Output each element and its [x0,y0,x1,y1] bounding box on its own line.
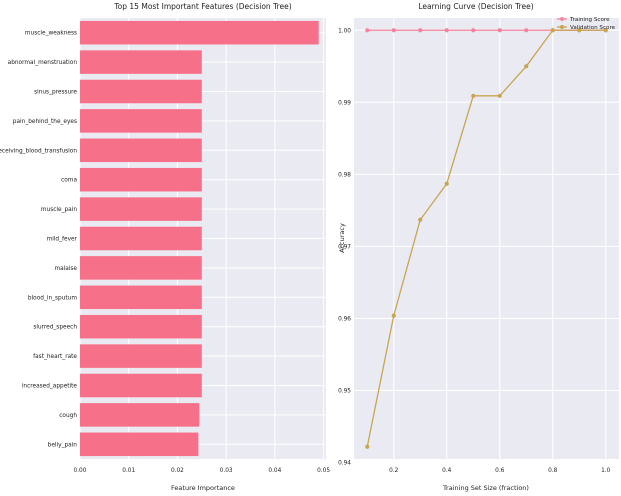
data-point [497,28,502,33]
category-label: blood_in_sputum [28,295,77,301]
category-label: sinus_pressure [34,90,77,96]
category-label: pain_behind_the_eyes [13,119,77,125]
bar [80,432,199,457]
x-tick-label: 0.01 [122,468,135,474]
category-label: muscle_weakness [25,31,77,37]
series-line [366,29,606,447]
left-chart-title: Top 15 Most Important Features (Decision… [113,2,291,11]
x-tick-label: 0.02 [171,468,184,474]
y-tick-label: 1.00 [338,28,351,34]
data-point [471,28,476,33]
right-chart-title: Learning Curve (Decision Tree) [418,2,533,11]
x-tick-label: 1.0 [601,468,611,474]
right-plot-area [354,18,619,459]
data-point [418,28,423,33]
category-label: belly_pain [48,442,78,448]
bar [80,79,202,104]
x-tick-label: 0.4 [442,468,452,474]
data-point [444,28,449,33]
bar [80,50,202,74]
data-point [550,28,555,33]
left-x-axis-label: Feature Importance [171,484,235,492]
legend-swatch-marker [560,17,564,21]
x-tick-label: 0.2 [389,468,399,474]
data-point [524,28,529,33]
right-x-axis-label: Training Set Size (fraction) [442,484,529,492]
right-series-points [365,28,608,449]
bar [80,197,202,221]
bar [80,226,202,251]
x-tick-label: 0.04 [268,468,281,474]
data-point [391,313,396,318]
x-tick-label: 0.05 [317,468,330,474]
legend-swatch-marker [560,25,564,29]
x-tick-label: 0.8 [548,468,558,474]
category-label: abnormal_menstruation [8,60,78,66]
category-label: fast_heart_rate [33,354,77,360]
x-tick-label: 0.03 [220,468,233,474]
left-category-labels: muscle_weakness abnormal_menstruationsinu… [0,31,78,449]
y-tick-label: 0.98 [338,172,351,178]
y-tick-label: 0.95 [338,389,351,395]
legend-label: Validation Score [570,25,616,31]
category-label: malaise [54,266,77,272]
bar [80,138,202,163]
y-tick-label: 0.96 [338,316,351,322]
category-label: muscle_pain [41,207,77,213]
data-point [391,28,396,33]
data-point [365,28,370,33]
category-label: slurred_speech [33,325,77,331]
bar [80,285,202,310]
right-series-lines [366,29,606,447]
data-point [471,93,476,98]
data-point [365,444,370,449]
category-label: receiving_blood_transfusion [0,148,77,154]
data-point [577,28,582,33]
y-tick-label: 0.99 [338,100,351,106]
left-bars [80,20,319,457]
y-tick-label: 0.97 [338,244,351,250]
data-point [524,64,529,69]
category-label: mild_fever [47,237,78,243]
bar [80,403,200,427]
learning-curve-chart: Learning Curve (Decision Tree) 0.940.950… [338,2,619,492]
y-tick-label: 0.94 [338,461,351,467]
bar [80,167,202,192]
right-x-tick-labels: 0.2 0.4 0.6 0.8 1.0 [389,468,611,474]
data-point [603,28,608,33]
bar [80,344,202,368]
data-point [497,93,502,98]
bar [80,20,319,45]
category-label: cough [59,413,77,419]
right-y-tick-labels: 0.94 0.95 0.96 0.97 0.98 0.99 1.00 [338,28,351,466]
data-point [444,181,449,186]
bar [80,256,202,280]
data-point [418,217,423,222]
category-label: coma [61,178,77,184]
right-y-axis-label: Accuracy [338,223,346,253]
x-tick-label: 0.00 [74,468,87,474]
feature-importance-chart: Top 15 Most Important Features (Decision… [0,2,330,492]
left-x-tick-labels: 0.00 0.01 0.02 0.03 0.04 0.05 [74,468,331,474]
x-tick-label: 0.6 [495,468,505,474]
category-label: increased_appetite [22,384,78,390]
right-gridlines [354,18,619,464]
legend: Training Score Validation Score [557,17,616,31]
bar [80,109,202,133]
bar [80,373,202,398]
legend-label: Training Score [569,17,610,23]
bar [80,314,202,339]
